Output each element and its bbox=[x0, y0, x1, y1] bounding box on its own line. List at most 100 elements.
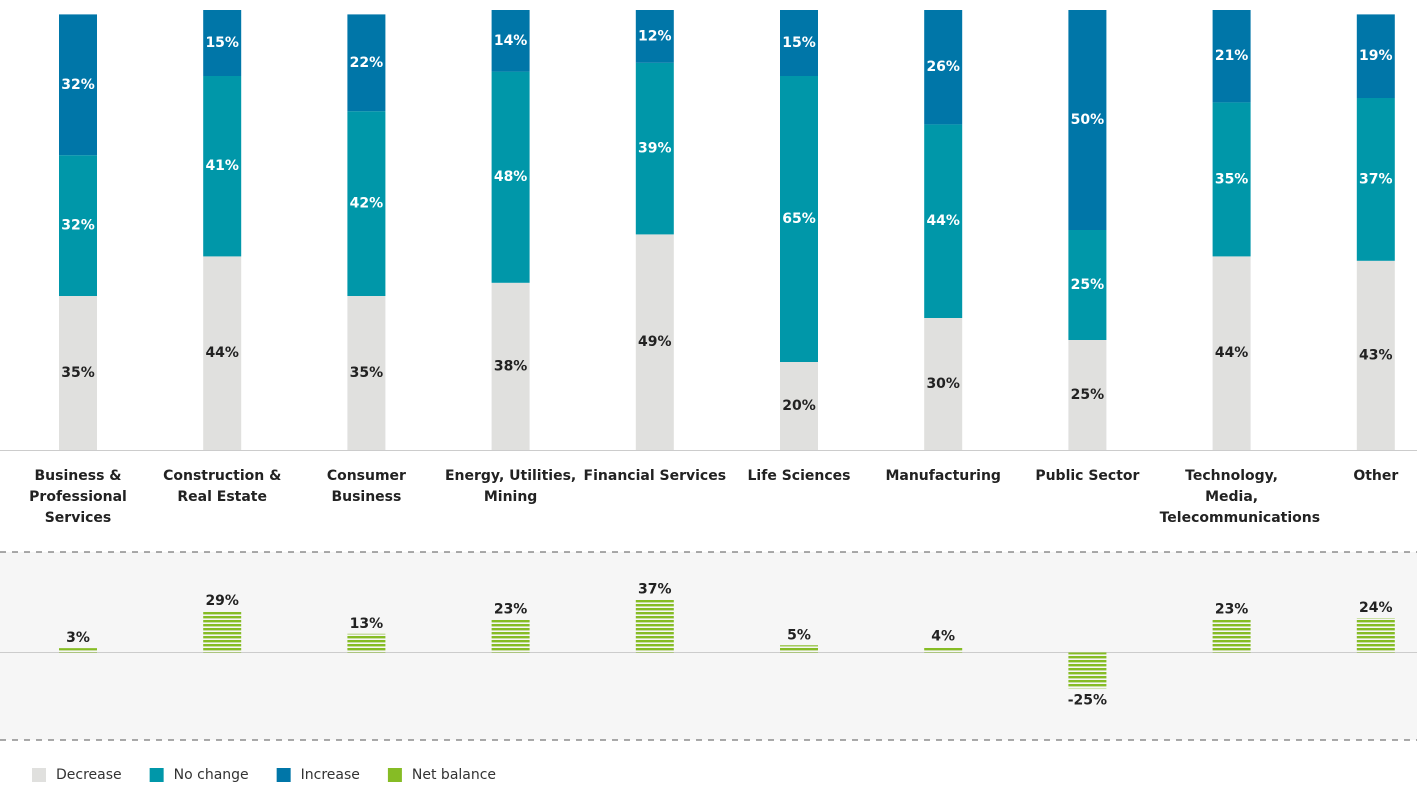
bar-segment bbox=[1068, 340, 1107, 450]
category-label: Business & Professional Services bbox=[29, 468, 127, 526]
data-label: 14% bbox=[494, 33, 528, 49]
bar-segment bbox=[924, 646, 963, 653]
bar-segment bbox=[924, 318, 963, 450]
data-label: 44% bbox=[205, 345, 239, 361]
bar-segment bbox=[780, 76, 818, 362]
data-label: 35% bbox=[61, 365, 95, 381]
data-label: 15% bbox=[205, 35, 239, 51]
legend-label: No change bbox=[174, 767, 249, 783]
bar-segment bbox=[491, 619, 530, 653]
bar-segment bbox=[203, 10, 242, 76]
bar-segment bbox=[780, 10, 818, 76]
data-label: 37% bbox=[1359, 171, 1393, 187]
legend-swatch bbox=[149, 768, 164, 782]
data-label: 15% bbox=[782, 35, 816, 51]
category-label: Technology, Media, Telecommunications bbox=[1159, 468, 1321, 526]
category-label: Other bbox=[1353, 468, 1399, 484]
bar-segment bbox=[635, 599, 674, 653]
data-label: 42% bbox=[350, 196, 384, 212]
bar-segment bbox=[1212, 10, 1251, 103]
bar-segment bbox=[924, 124, 963, 319]
category-label: Public Sector bbox=[1035, 468, 1140, 484]
bar-segment bbox=[1356, 618, 1395, 653]
data-label: 12% bbox=[638, 28, 672, 44]
data-label: 29% bbox=[205, 593, 239, 609]
bar-segment bbox=[1068, 10, 1107, 230]
data-label: 23% bbox=[1215, 601, 1249, 617]
bar-segment bbox=[59, 648, 97, 653]
bar-segment bbox=[203, 76, 242, 257]
bar-segment bbox=[1068, 230, 1107, 340]
bar-segment bbox=[203, 256, 242, 450]
category-label: Construction & Real Estate bbox=[163, 468, 282, 505]
legend-label: Decrease bbox=[56, 767, 122, 783]
bar-segment bbox=[59, 296, 97, 450]
data-label: 50% bbox=[1071, 112, 1105, 128]
data-label: 38% bbox=[494, 358, 528, 374]
bar-segment bbox=[780, 362, 818, 450]
category-label: Manufacturing bbox=[885, 468, 1001, 484]
bar-segment bbox=[1356, 14, 1395, 98]
data-label: 20% bbox=[782, 398, 816, 414]
data-label: 65% bbox=[782, 211, 816, 227]
bar-segment bbox=[1212, 102, 1251, 257]
data-label: -25% bbox=[1068, 692, 1107, 708]
bar-segment bbox=[491, 10, 530, 72]
data-label: 41% bbox=[205, 158, 239, 174]
data-label: 32% bbox=[61, 77, 95, 93]
category-label: Life Sciences bbox=[747, 468, 851, 484]
data-label: 5% bbox=[787, 627, 811, 643]
bar-segment bbox=[347, 111, 386, 296]
data-label: 21% bbox=[1215, 48, 1249, 64]
data-label: 48% bbox=[494, 169, 528, 185]
data-label: 44% bbox=[926, 213, 960, 229]
bar-segment bbox=[635, 62, 674, 235]
legend-label: Net balance bbox=[412, 767, 496, 783]
data-label: 39% bbox=[638, 141, 672, 157]
data-label: 25% bbox=[1071, 277, 1105, 293]
data-label: 26% bbox=[926, 59, 960, 75]
bar-segment bbox=[347, 296, 386, 450]
data-label: 44% bbox=[1215, 345, 1249, 361]
data-label: 35% bbox=[1215, 171, 1249, 187]
bar-segment bbox=[491, 282, 530, 450]
data-label: 37% bbox=[638, 581, 672, 597]
legend-swatch bbox=[387, 768, 402, 782]
bar-segment bbox=[59, 155, 97, 296]
data-label: 24% bbox=[1359, 600, 1393, 616]
bar-segment bbox=[1356, 260, 1395, 450]
data-label: 13% bbox=[350, 616, 384, 632]
data-label: 23% bbox=[494, 601, 528, 617]
bar-segment bbox=[780, 645, 818, 653]
bar-segment bbox=[1212, 256, 1251, 450]
data-label: 43% bbox=[1359, 347, 1393, 363]
data-label: 3% bbox=[66, 630, 90, 646]
data-label: 19% bbox=[1359, 48, 1393, 64]
data-label: 30% bbox=[926, 376, 960, 392]
category-label: Consumer Business bbox=[326, 468, 406, 505]
bar-segment bbox=[1356, 98, 1395, 261]
bar-segment bbox=[203, 610, 242, 653]
category-label: Energy, Utilities, Mining bbox=[444, 468, 577, 505]
data-label: 32% bbox=[61, 218, 95, 234]
legend-label: Increase bbox=[301, 767, 360, 783]
data-label: 35% bbox=[350, 365, 384, 381]
data-label: 25% bbox=[1071, 387, 1105, 403]
bar-segment bbox=[59, 14, 97, 156]
bar-segment bbox=[924, 10, 963, 125]
bar-segment bbox=[491, 71, 530, 283]
category-label: Financial Services bbox=[583, 468, 727, 484]
bar-segment bbox=[1068, 652, 1107, 689]
bar-segment bbox=[347, 633, 386, 653]
bar-segment bbox=[635, 10, 674, 63]
data-label: 4% bbox=[931, 629, 955, 645]
data-label: 22% bbox=[350, 55, 384, 71]
bar-segment bbox=[347, 14, 386, 112]
legend-swatch bbox=[276, 768, 291, 782]
bar-segment bbox=[1212, 619, 1251, 653]
bar-segment bbox=[635, 234, 674, 450]
data-label: 49% bbox=[638, 334, 672, 350]
legend-swatch bbox=[32, 768, 46, 782]
